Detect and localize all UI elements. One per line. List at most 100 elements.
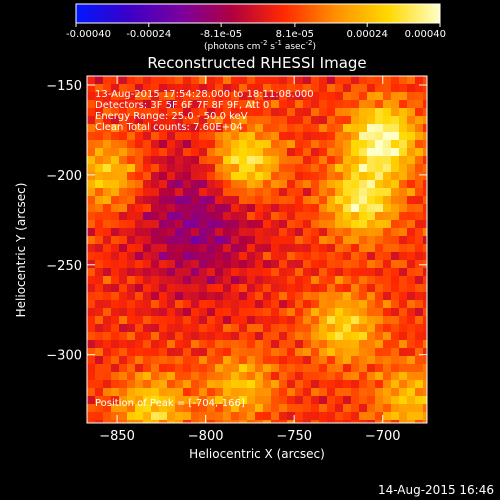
heatmap-pixel: [111, 268, 120, 277]
heatmap-pixel: [287, 148, 296, 157]
heatmap-pixel: [295, 92, 304, 101]
heatmap-pixel: [183, 116, 192, 125]
heatmap-pixel: [391, 396, 400, 405]
heatmap-pixel: [391, 212, 400, 221]
heatmap-pixel: [239, 92, 248, 101]
heatmap-pixel: [319, 308, 328, 317]
heatmap-pixel: [263, 100, 272, 109]
heatmap-pixel: [199, 180, 208, 189]
heatmap-pixel: [303, 148, 312, 157]
heatmap-pixel: [399, 412, 408, 421]
heatmap-pixel: [303, 340, 312, 349]
heatmap-pixel: [375, 148, 384, 157]
heatmap-pixel: [239, 356, 248, 365]
heatmap-pixel: [303, 292, 312, 301]
heatmap-pixel: [199, 276, 208, 285]
heatmap-pixel: [231, 284, 240, 293]
heatmap-pixel: [319, 108, 328, 117]
heatmap-pixel: [287, 140, 296, 149]
heatmap-pixel: [255, 148, 264, 157]
heatmap-pixel: [423, 124, 427, 133]
heatmap-pixel: [303, 100, 312, 109]
heatmap-pixel: [367, 220, 376, 229]
heatmap-pixel: [399, 316, 408, 325]
heatmap-pixel: [359, 220, 368, 229]
heatmap-pixel: [199, 340, 208, 349]
heatmap-pixel: [231, 252, 240, 261]
heatmap-pixel: [287, 84, 296, 93]
heatmap-pixel: [311, 100, 320, 109]
heatmap-pixel: [223, 204, 232, 213]
heatmap-pixel: [119, 196, 128, 205]
heatmap-pixel: [375, 188, 384, 197]
heatmap-pixel: [127, 276, 136, 285]
heatmap-pixel: [327, 244, 336, 253]
heatmap-pixel: [151, 284, 160, 293]
heatmap-pixel: [175, 276, 184, 285]
heatmap-pixel: [263, 356, 272, 365]
heatmap-pixel: [375, 220, 384, 229]
heatmap-pixel: [127, 284, 136, 293]
heatmap-pixel: [359, 276, 368, 285]
heatmap-pixel: [143, 396, 152, 405]
heatmap-pixel: [279, 356, 288, 365]
heatmap-pixel: [359, 188, 368, 197]
heatmap-pixel: [151, 316, 160, 325]
heatmap-pixel: [135, 420, 144, 423]
heatmap-pixel: [103, 412, 112, 421]
heatmap-pixel: [335, 372, 344, 381]
heatmap-pixel: [207, 356, 216, 365]
heatmap-pixel: [199, 404, 208, 413]
heatmap-pixel: [343, 300, 352, 309]
heatmap-pixel: [119, 308, 128, 317]
heatmap-pixel: [223, 372, 232, 381]
heatmap-pixel: [175, 180, 184, 189]
heatmap-pixel: [367, 148, 376, 157]
heatmap-pixel: [303, 116, 312, 125]
heatmap-pixel: [311, 412, 320, 421]
heatmap-pixel: [111, 404, 120, 413]
heatmap-pixel: [343, 316, 352, 325]
heatmap-pixel: [255, 364, 264, 373]
heatmap-pixel: [303, 420, 312, 423]
heatmap-pixel: [199, 308, 208, 317]
heatmap-pixel: [407, 140, 416, 149]
heatmap-pixel: [199, 84, 208, 93]
heatmap-pixel: [359, 396, 368, 405]
heatmap-pixel: [327, 196, 336, 205]
heatmap-pixel: [183, 388, 192, 397]
heatmap-pixel: [319, 372, 328, 381]
heatmap-pixel: [287, 380, 296, 389]
heatmap-pixel: [351, 156, 360, 165]
heatmap-pixel: [311, 124, 320, 133]
heatmap-pixel: [207, 420, 216, 423]
heatmap-pixel: [239, 100, 248, 109]
heatmap-pixel: [423, 356, 427, 365]
heatmap-pixel: [407, 172, 416, 181]
heatmap-pixel: [263, 156, 272, 165]
heatmap-pixel: [399, 420, 408, 423]
heatmap-pixel: [311, 356, 320, 365]
heatmap-pixel: [135, 292, 144, 301]
heatmap-pixel: [103, 252, 112, 261]
heatmap-pixel: [407, 212, 416, 221]
heatmap-pixel: [191, 284, 200, 293]
heatmap-pixel: [239, 380, 248, 389]
heatmap-pixel: [367, 380, 376, 389]
x-tick-label: −750: [276, 429, 312, 444]
heatmap-pixel: [239, 348, 248, 357]
heatmap-pixel: [359, 340, 368, 349]
heatmap-pixel: [215, 308, 224, 317]
heatmap-pixel: [215, 76, 224, 85]
heatmap-pixel: [167, 348, 176, 357]
heatmap-pixel: [215, 180, 224, 189]
heatmap-pixel: [223, 308, 232, 317]
heatmap-pixel: [367, 164, 376, 173]
heatmap-pixel: [151, 76, 160, 85]
heatmap-pixel: [87, 420, 96, 423]
heatmap-pixel: [135, 212, 144, 221]
heatmap-pixel: [183, 340, 192, 349]
heatmap-pixel: [311, 172, 320, 181]
heatmap-pixel: [159, 284, 168, 293]
heatmap-pixel: [215, 124, 224, 133]
